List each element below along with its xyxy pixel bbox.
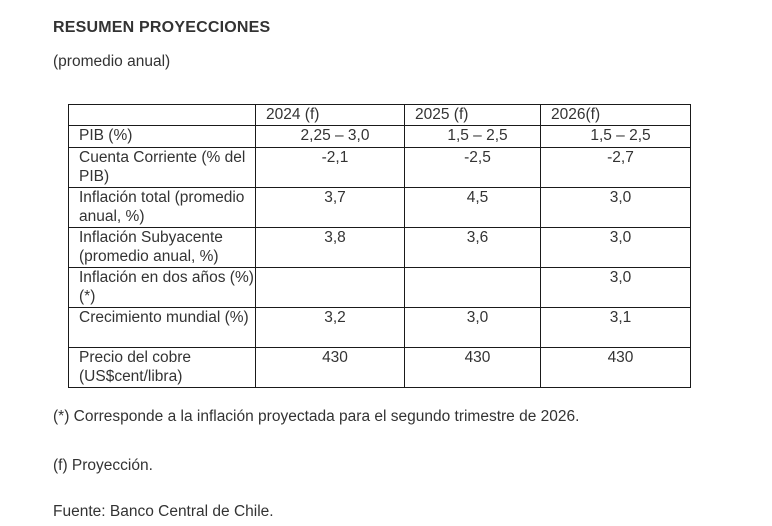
table-cell: 4,5 <box>404 187 541 228</box>
column-header: 2026(f) <box>540 104 691 126</box>
projections-table: 2024 (f) 2025 (f) 2026(f) PIB (%) 2,25 –… <box>68 104 691 388</box>
table-cell: 3,6 <box>404 227 541 268</box>
table-row: Precio del cobre (US$cent/libra) 430 430… <box>68 347 691 388</box>
table-row: Cuenta Corriente (% del PIB) -2,1 -2,5 -… <box>68 147 691 188</box>
table-cell: 3,8 <box>255 227 405 268</box>
table-row: Inflación total (promedio anual, %) 3,7 … <box>68 187 691 228</box>
table-cell: 430 <box>404 347 541 388</box>
row-label: Precio del cobre (US$cent/libra) <box>68 347 256 388</box>
table-cell: 1,5 – 2,5 <box>540 125 691 148</box>
row-label: Inflación total (promedio anual, %) <box>68 187 256 228</box>
table-header-row: 2024 (f) 2025 (f) 2026(f) <box>68 104 691 126</box>
projection-note: (f) Proyección. <box>53 457 153 474</box>
table-cell: -2,5 <box>404 147 541 188</box>
table-row: PIB (%) 2,25 – 3,0 1,5 – 2,5 1,5 – 2,5 <box>68 125 691 148</box>
table-cell: 3,7 <box>255 187 405 228</box>
table-cell: 3,0 <box>540 227 691 268</box>
column-header: 2025 (f) <box>404 104 541 126</box>
page-title: RESUMEN PROYECCIONES <box>53 19 271 36</box>
table-cell <box>255 267 405 308</box>
subtitle: (promedio anual) <box>53 53 171 70</box>
table-row: Inflación Subyacente (promedio anual, %)… <box>68 227 691 268</box>
source-note: Fuente: Banco Central de Chile. <box>53 503 274 520</box>
table-cell: 3,0 <box>540 267 691 308</box>
row-label: Inflación Subyacente (promedio anual, %) <box>68 227 256 268</box>
table-cell: -2,7 <box>540 147 691 188</box>
footnote-text: (*) Corresponde a la inflación proyectad… <box>53 408 580 425</box>
row-label: Crecimiento mundial (%) <box>68 307 256 348</box>
table-cell: 3,0 <box>404 307 541 348</box>
table-row: Crecimiento mundial (%) 3,2 3,0 3,1 <box>68 307 691 348</box>
table-cell: 430 <box>540 347 691 388</box>
table-cell: 3,1 <box>540 307 691 348</box>
table-cell <box>404 267 541 308</box>
table-cell: 3,2 <box>255 307 405 348</box>
table-cell: -2,1 <box>255 147 405 188</box>
table-row: Inflación en dos años (%) (*) 3,0 <box>68 267 691 308</box>
table-cell: 2,25 – 3,0 <box>255 125 405 148</box>
table-cell: 1,5 – 2,5 <box>404 125 541 148</box>
column-header: 2024 (f) <box>255 104 405 126</box>
table-cell: 3,0 <box>540 187 691 228</box>
table-cell: 430 <box>255 347 405 388</box>
row-label: PIB (%) <box>68 125 256 148</box>
row-label: Inflación en dos años (%) (*) <box>68 267 256 308</box>
row-label: Cuenta Corriente (% del PIB) <box>68 147 256 188</box>
column-header <box>68 104 256 126</box>
